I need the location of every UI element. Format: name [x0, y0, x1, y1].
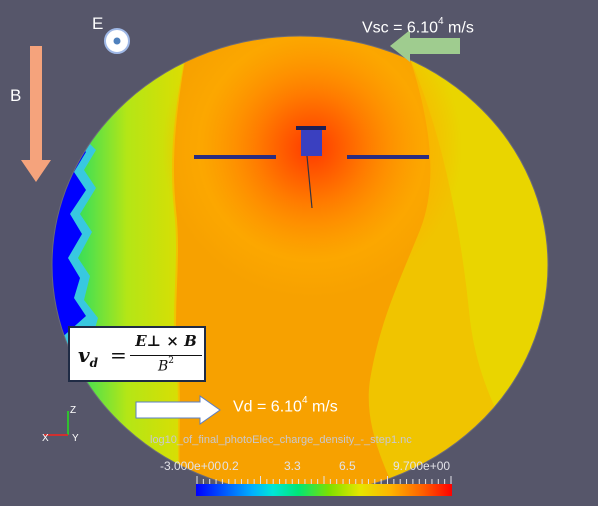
- e-field-dot: [114, 38, 121, 45]
- solar-panel-left: [194, 155, 276, 159]
- vsc-label-exponent: 4: [438, 16, 444, 27]
- colorbar-title: log10_of_final_photoElec_charge_density_…: [150, 434, 550, 446]
- formula-fraction-bar: [130, 355, 202, 356]
- spacecraft-body: [301, 130, 322, 156]
- colorbar-tick-label: 0.2: [222, 459, 239, 473]
- vsc-label: Vsc = 6.104 m/s: [362, 18, 474, 37]
- formula-denominator-exponent: 2: [168, 356, 174, 366]
- solar-panel-right: [347, 155, 429, 159]
- formula-equals: =: [110, 343, 127, 367]
- formula-denominator: B2: [130, 358, 202, 375]
- e-field-label: E: [92, 14, 103, 34]
- vd-label-text: Vd = 6.10: [233, 398, 302, 415]
- vsc-label-text: Vsc = 6.10: [362, 19, 438, 36]
- axis-z-label: Z: [70, 405, 76, 416]
- colorbar-tick-label: 3.3: [284, 459, 301, 473]
- formula-lhs-subscript: d: [90, 356, 98, 370]
- vd-label-exponent: 4: [302, 395, 308, 406]
- formula-lhs: vd: [78, 343, 98, 370]
- vsc-label-unit: m/s: [444, 19, 474, 36]
- formula-numerator: E⊥ × B: [130, 332, 202, 350]
- axis-y-label: Y: [72, 433, 79, 444]
- vd-label-unit: m/s: [308, 398, 338, 415]
- drift-velocity-formula: vd = E⊥ × B B2: [68, 326, 206, 382]
- spacecraft-top: [296, 126, 326, 130]
- colorbar-tick-label: -3.000e+00: [160, 459, 221, 473]
- formula-lhs-symbol: v: [78, 343, 90, 367]
- b-field-arrow-icon: [21, 46, 51, 182]
- axis-x-label: X: [42, 433, 49, 444]
- b-field-label: B: [10, 86, 21, 106]
- colorbar-tick-label: 9.700e+00: [393, 459, 450, 473]
- colorbar-gradient: [196, 484, 452, 496]
- colorbar-tick-label: 6.5: [339, 459, 356, 473]
- vd-label: Vd = 6.104 m/s: [233, 397, 338, 416]
- colorbar-tick-marks: [196, 476, 452, 484]
- formula-denominator-base: B: [158, 359, 168, 375]
